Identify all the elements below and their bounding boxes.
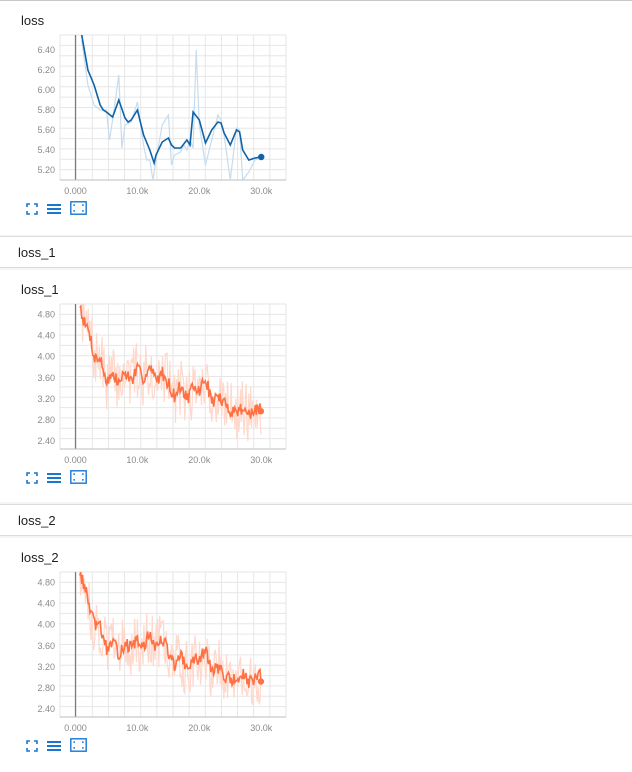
y-tick-label: 5.40 — [37, 145, 55, 155]
raw-series-line — [81, 39, 262, 180]
y-tick-label: 6.20 — [37, 65, 55, 75]
chart-toolbar — [26, 470, 96, 489]
y-tick-label: 2.80 — [37, 415, 55, 425]
x-tick-label: 10.0k — [126, 186, 149, 196]
fit-domain-icon[interactable] — [26, 202, 38, 220]
y-tick-label: 2.80 — [37, 683, 55, 693]
y-tick-label: 3.60 — [37, 373, 55, 383]
y-tick-label: 4.80 — [37, 310, 55, 320]
x-tick-label: 0.000 — [64, 723, 87, 733]
x-tick-label: 30.0k — [250, 455, 273, 465]
smoothed-series-line — [79, 572, 262, 688]
card-loss-2: loss_2 2.40 2.80 3.20 3.60 4.00 4.40 4.80 0.000… — [0, 538, 632, 772]
section-title: loss_1 — [18, 245, 56, 260]
grid — [59, 34, 287, 181]
y-tick-label: 4.00 — [37, 620, 55, 630]
y-tick-label: 5.80 — [37, 105, 55, 115]
y-tick-label: 4.40 — [37, 331, 55, 341]
chart-toolbar — [26, 738, 96, 757]
y-tick-label: 4.80 — [37, 578, 55, 588]
x-tick-label: 20.0k — [188, 723, 211, 733]
card-title: loss — [21, 13, 45, 28]
x-tick-label: 10.0k — [126, 723, 149, 733]
y-tick-label: 3.20 — [37, 394, 55, 404]
y-tick-label: 6.00 — [37, 85, 55, 95]
section-header-loss-1[interactable]: loss_1 — [0, 236, 632, 268]
card-title: loss_1 — [21, 282, 59, 297]
section-header-loss-2[interactable]: loss_2 — [0, 504, 632, 536]
loss-1-chart[interactable]: 2.40 2.80 3.20 3.60 4.00 4.40 4.80 0.000 10.0k 20… — [0, 292, 632, 490]
x-tick-label: 30.0k — [250, 186, 273, 196]
card-loss: loss 5.20 5.40 5.60 5.80 6.00 6.20 6.40 0.000 10… — [0, 1, 632, 235]
y-tick-label: 2.40 — [37, 436, 55, 446]
x-tick-label: 10.0k — [126, 455, 149, 465]
y-tick-label: 3.20 — [37, 662, 55, 672]
section-title: loss_2 — [18, 513, 56, 528]
raw-series-line — [79, 574, 262, 705]
x-tick-label: 20.0k — [188, 186, 211, 196]
last-point-marker[interactable] — [257, 408, 265, 415]
top-divider — [0, 0, 632, 1]
y-tick-label: 4.40 — [37, 599, 55, 609]
data-selection-icon[interactable] — [47, 471, 61, 489]
smoothed-series-line — [80, 35, 262, 166]
data-selection-icon[interactable] — [47, 739, 61, 757]
fullscreen-icon[interactable] — [70, 201, 87, 220]
fullscreen-icon[interactable] — [70, 470, 87, 489]
y-tick-label: 2.40 — [37, 704, 55, 714]
y-tick-label: 5.60 — [37, 125, 55, 135]
last-point-marker[interactable] — [257, 678, 265, 685]
y-tick-label: 4.00 — [37, 352, 55, 362]
fit-domain-icon[interactable] — [26, 471, 38, 489]
fit-domain-icon[interactable] — [26, 739, 38, 757]
y-tick-label: 6.40 — [37, 45, 55, 55]
x-tick-label: 30.0k — [250, 723, 273, 733]
fullscreen-icon[interactable] — [70, 738, 87, 757]
y-tick-label: 5.20 — [37, 165, 55, 175]
data-selection-icon[interactable] — [47, 202, 61, 220]
loss-2-chart[interactable]: 2.40 2.80 3.20 3.60 4.00 4.40 4.80 0.000 10.0k 20… — [0, 560, 632, 758]
smoothed-series-line — [79, 304, 262, 419]
card-loss-1: loss_1 2.40 2.80 3.20 3.60 4.00 4.40 4.80 0.000… — [0, 270, 632, 502]
card-title: loss_2 — [21, 550, 59, 565]
raw-series-line — [81, 304, 262, 441]
last-point-marker[interactable] — [258, 153, 265, 161]
loss-chart[interactable]: 5.20 5.40 5.60 5.80 6.00 6.20 6.40 0.000 10.0k 20… — [0, 23, 632, 223]
chart-toolbar — [26, 201, 96, 220]
x-tick-label: 20.0k — [188, 455, 211, 465]
x-tick-label: 0.000 — [64, 186, 87, 196]
x-tick-label: 0.000 — [64, 455, 87, 465]
y-tick-label: 3.60 — [37, 641, 55, 651]
